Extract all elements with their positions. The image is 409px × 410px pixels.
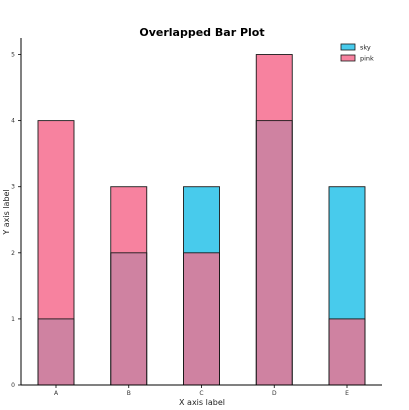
legend-swatch-sky [340,43,356,51]
y-tick-label: 4 [11,118,15,125]
legend: sky pink [340,43,374,63]
x-tick-label: A [54,390,59,397]
bar-E-upper [329,186,365,319]
bar-B-overlap [110,252,147,385]
bar-A-upper [38,120,74,319]
chart-title: Overlapped Bar Plot [139,26,264,39]
x-ticks-group: A B C D E [54,385,349,397]
legend-swatch-pink [340,54,356,62]
bar-C-overlap [183,252,220,385]
legend-label-sky: sky [360,44,371,52]
bar-B-upper [110,186,147,253]
bar-E-overlap [329,318,365,385]
x-tick-label: E [345,390,349,397]
y-tick-label: 5 [11,52,15,59]
bars-group [37,54,366,386]
y-ticks-group: 0 1 2 3 4 5 [11,52,21,389]
x-tick-label: D [272,390,277,397]
y-tick-label: 0 [11,382,15,389]
y-tick-label: 3 [11,184,15,191]
legend-label-pink: pink [360,55,374,63]
y-tick-label: 1 [11,316,15,323]
bar-D-upper [256,54,293,121]
y-tick-label: 2 [11,250,15,257]
bar-A-overlap [38,318,74,385]
x-tick-label: B [127,390,131,397]
bar-C-upper [183,186,220,253]
y-axis-label: Y axis label [2,189,11,235]
x-axis-label: X axis label [179,398,225,407]
bar-D-overlap [256,120,293,385]
x-tick-label: C [199,390,203,397]
